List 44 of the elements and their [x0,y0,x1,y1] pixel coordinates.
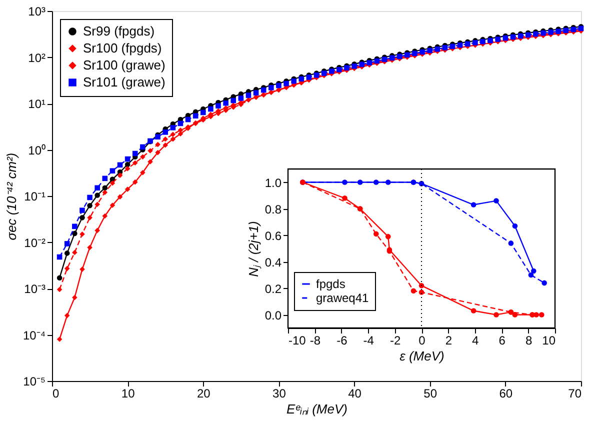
y-tick-label: 10⁻² [24,236,46,250]
x-tick-label: 8 [525,334,532,348]
x-tick-label: 0 [52,386,60,400]
y-tick-label: 0.0 [264,308,282,322]
y-tick-label: 10⁰ [28,143,46,158]
x-tick-label: 30 [272,386,286,400]
x-tick-label: 40 [348,386,362,400]
y-axis-title: σec (10⁻⁴² cm²) [4,152,19,240]
x-tick-label: -8 [310,334,321,348]
x-tick-label: 0 [418,334,426,348]
x-tick-label: -10 [288,334,306,348]
y-tick-label: 10⁻⁴ [22,328,46,342]
x-tick-label: 20 [196,386,211,400]
x-tick-label: 50 [424,386,438,400]
x-tick-label: 4 [472,334,480,348]
y-tick-label: 0.2 [264,282,282,296]
x-tick-label: -6 [336,334,348,348]
x-tick-label: 10 [542,334,556,348]
x-tick-label: 2 [445,334,452,348]
legend-label: Sr100 (grawe) [83,58,166,72]
x-tick-label: -2 [390,334,401,348]
x-axis-title: Eᵉᵢₙᵢ (MeV) [286,402,348,416]
legend-label: fpgds [316,277,346,291]
y-tick-label: 10³ [28,4,46,18]
y-tick-label: 10⁻¹ [24,190,46,204]
x-tick-label: 60 [499,386,513,400]
legend-label: Sr101 (grawe) [83,74,166,90]
legend-label: Sr100 (fpgds) [83,40,162,56]
x-tick-label: 10 [121,386,136,400]
x-tick-label: 6 [498,334,506,348]
y-tick-label: 10⁻⁵ [23,374,46,388]
y-tick-label: 10¹ [28,97,46,111]
y-tick-label: 0.4 [264,255,282,270]
x-axis-title: ε (MeV) [400,348,444,364]
legend-label: Sr99 (fpgds) [83,24,155,38]
y-tick-label: 10² [28,50,46,65]
x-tick-label: 70 [568,386,582,400]
y-tick-label: 1.0 [264,176,282,190]
y-tick-label: 0.8 [264,202,282,216]
x-tick-label: -4 [363,334,374,348]
y-tick-label: 10⁻³ [24,282,46,296]
y-axis-title: Nⱼ / (2j+1) [246,221,262,277]
y-tick-label: 0.6 [264,228,282,243]
legend-label: graweq41 [316,291,370,305]
